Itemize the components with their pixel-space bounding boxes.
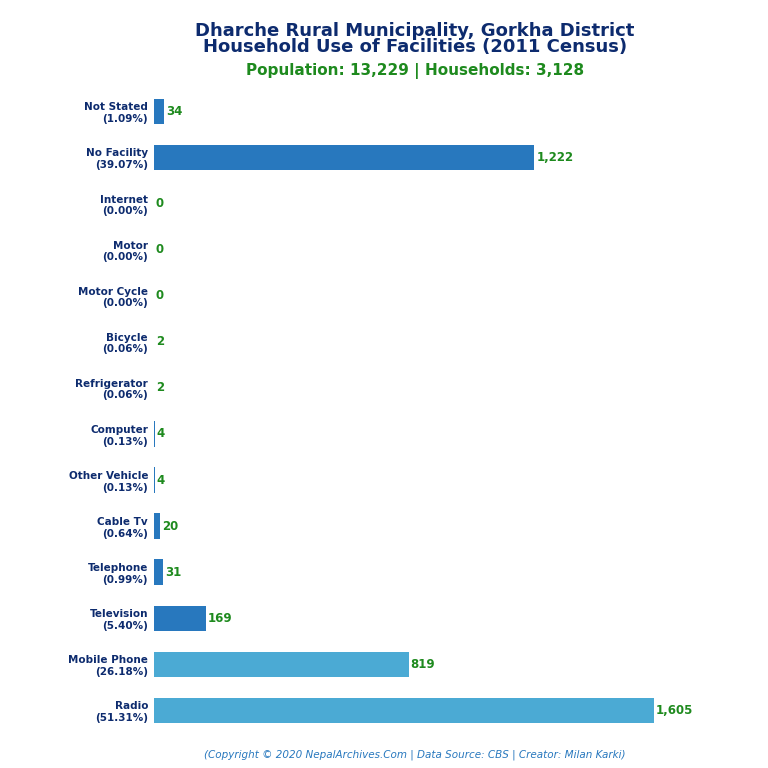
Text: 2: 2 xyxy=(156,382,164,394)
Bar xyxy=(154,99,164,124)
Text: 4: 4 xyxy=(157,428,165,440)
Bar xyxy=(154,697,654,723)
Text: Household Use of Facilities (2011 Census): Household Use of Facilities (2011 Census… xyxy=(203,38,627,55)
Bar xyxy=(154,144,535,170)
Text: 1,605: 1,605 xyxy=(656,704,693,717)
Text: 20: 20 xyxy=(162,520,178,532)
Text: Population: 13,229 | Households: 3,128: Population: 13,229 | Households: 3,128 xyxy=(246,63,584,79)
Bar xyxy=(154,513,160,539)
Text: 819: 819 xyxy=(411,658,435,670)
Text: 0: 0 xyxy=(155,197,164,210)
Text: 31: 31 xyxy=(165,566,181,578)
Bar xyxy=(154,467,155,493)
Text: 0: 0 xyxy=(155,290,164,302)
Text: 4: 4 xyxy=(157,474,165,486)
Text: 1,222: 1,222 xyxy=(536,151,574,164)
Bar xyxy=(154,559,164,585)
Bar xyxy=(154,421,155,447)
Text: 0: 0 xyxy=(155,243,164,256)
Text: Dharche Rural Municipality, Gorkha District: Dharche Rural Municipality, Gorkha Distr… xyxy=(195,22,634,39)
Text: (Copyright © 2020 NepalArchives.Com | Data Source: CBS | Creator: Milan Karki): (Copyright © 2020 NepalArchives.Com | Da… xyxy=(204,750,625,760)
Bar xyxy=(154,605,207,631)
Text: 169: 169 xyxy=(208,612,233,624)
Text: 34: 34 xyxy=(166,105,183,118)
Text: 2: 2 xyxy=(156,336,164,348)
Bar xyxy=(154,651,409,677)
